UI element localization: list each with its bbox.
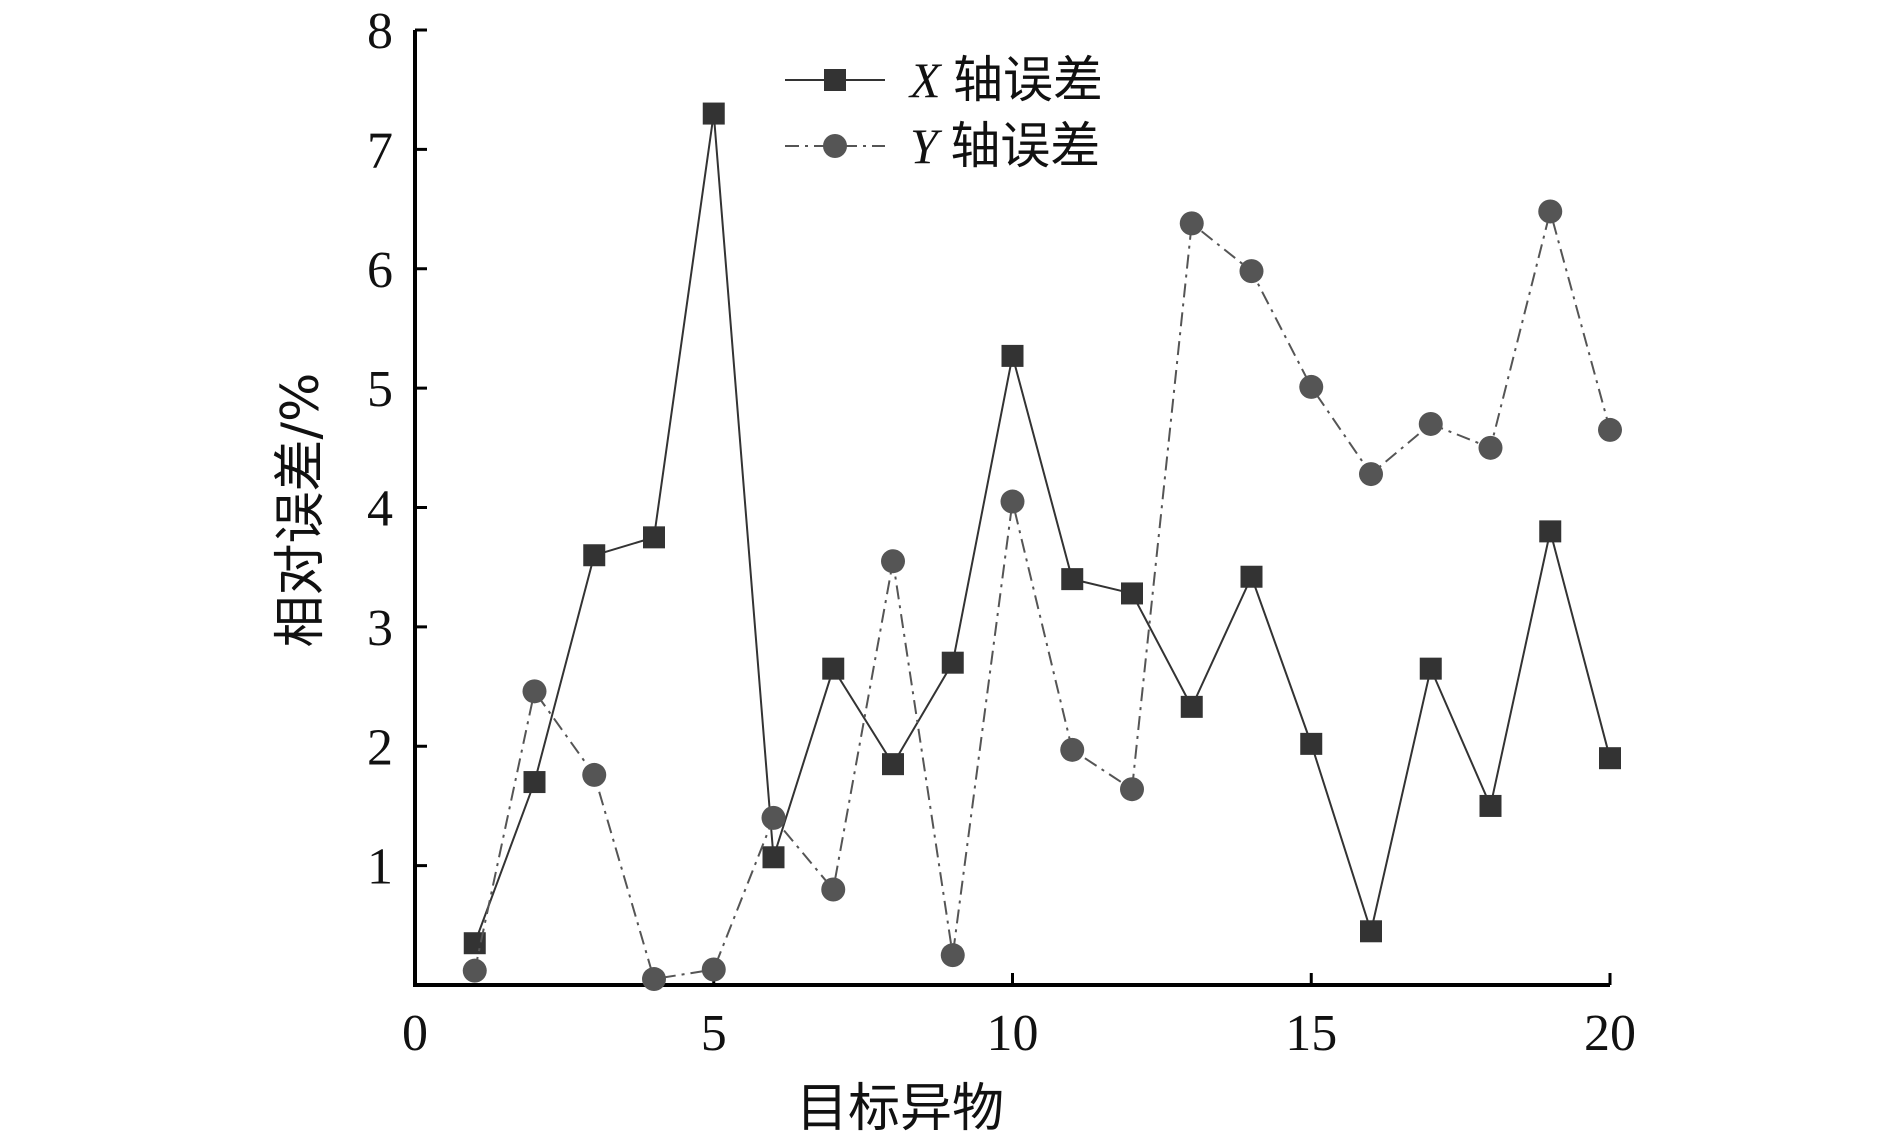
data-point <box>462 958 487 983</box>
data-point <box>1359 462 1383 487</box>
data-point <box>761 805 786 830</box>
data-point <box>1300 732 1323 755</box>
data-point <box>1180 695 1203 718</box>
legend-item-x: X 轴误差 <box>785 51 1103 109</box>
y-tick-label: 2 <box>367 719 393 776</box>
data-point <box>1061 568 1084 591</box>
y-tick-label: 5 <box>367 361 393 418</box>
x-axis-title: 目标异物 <box>796 1079 1004 1139</box>
series-line <box>473 113 1611 944</box>
data-point <box>1419 657 1442 680</box>
data-point <box>1478 435 1503 460</box>
data-point <box>1060 737 1085 762</box>
data-point <box>1538 199 1563 224</box>
series-x <box>463 102 1621 955</box>
data-point <box>1179 211 1204 236</box>
series-y <box>462 199 1622 992</box>
data-point <box>822 657 845 680</box>
legend-marker-circle <box>823 134 847 158</box>
data-point <box>1001 344 1024 367</box>
data-point <box>1239 259 1264 284</box>
data-point <box>1000 489 1025 514</box>
y-tick-label: 1 <box>367 839 393 896</box>
legend-label-text: 轴误差 <box>950 117 1100 175</box>
x-tick-label: 0 <box>402 1005 428 1062</box>
series-line <box>473 207 1611 981</box>
legend-axis-letter: X <box>908 52 953 108</box>
data-point <box>702 102 725 125</box>
data-point <box>941 651 964 674</box>
y-axis-title: 相对误差/% <box>271 373 331 648</box>
data-point <box>882 753 904 776</box>
series-layer <box>462 102 1622 992</box>
legend-label: Y 轴误差 <box>910 117 1100 175</box>
data-point <box>1598 417 1622 442</box>
x-tick-label: 20 <box>1584 1005 1636 1062</box>
data-point <box>1299 374 1324 399</box>
legend-label-text: 轴误差 <box>953 51 1103 109</box>
y-tick-label: 7 <box>367 122 393 179</box>
data-point <box>583 544 606 567</box>
y-tick-label: 4 <box>367 481 393 538</box>
data-point <box>642 967 666 992</box>
legend-label: X 轴误差 <box>908 51 1103 109</box>
x-tick-label: 15 <box>1285 1005 1337 1062</box>
data-point <box>1539 520 1562 543</box>
data-point <box>1120 777 1144 802</box>
data-point <box>1360 920 1382 943</box>
data-point <box>523 771 546 794</box>
data-point <box>522 679 547 704</box>
y-tick-label: 3 <box>367 600 393 657</box>
y-tick-label: 8 <box>367 3 393 60</box>
x-tick-label: 5 <box>701 1005 727 1062</box>
data-point <box>1240 565 1263 588</box>
data-point <box>1599 747 1621 770</box>
data-point <box>762 846 785 869</box>
data-point <box>1418 411 1443 436</box>
legend-item-y: Y 轴误差 <box>785 117 1100 175</box>
data-point <box>1121 582 1143 605</box>
data-point <box>643 526 665 549</box>
y-tick-label: 6 <box>367 242 393 299</box>
data-point <box>701 957 726 982</box>
data-point <box>940 943 965 968</box>
axes: 1 2 3 4 5 6 7 8 0 5 10 15 20 <box>367 3 1636 1062</box>
data-point <box>821 877 846 902</box>
legend-axis-letter: Y <box>910 118 950 174</box>
legend-marker-square <box>824 69 846 91</box>
x-tick-label: 10 <box>987 1005 1039 1062</box>
data-point <box>582 762 607 787</box>
data-point <box>1479 794 1502 817</box>
data-point <box>881 549 905 574</box>
